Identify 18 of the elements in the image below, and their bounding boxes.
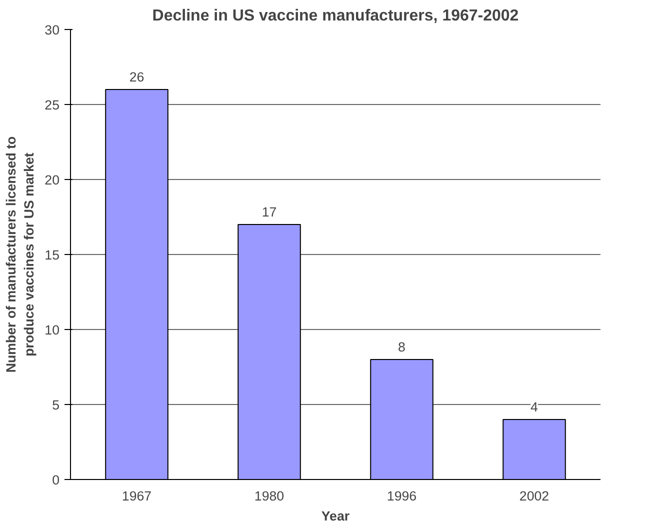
y-tick-label: 10: [44, 322, 60, 338]
data-label: 26: [129, 70, 144, 84]
y-tick-label: 20: [44, 172, 60, 188]
data-label: 17: [262, 204, 277, 220]
x-tick-label: 1996: [386, 488, 417, 504]
y-axis-title: Number of manufacturers licensed to produce vaccines for US market: [4, 136, 37, 373]
x-tick-label: 2002: [519, 488, 550, 504]
y-tick-label: 5: [52, 398, 60, 412]
data-label: 8: [398, 340, 406, 354]
chart-title: Decline in US vaccine manufacturers, 1967-2002: [152, 8, 519, 24]
x-tick-label: 1980: [254, 488, 284, 504]
x-axis-title: Year: [321, 508, 350, 524]
y-tick-label: 30: [44, 22, 60, 38]
y-tick-label: 25: [44, 98, 60, 112]
y-tick-label: 0: [52, 472, 60, 488]
data-label: 4: [530, 400, 539, 414]
x-tick-label: 1967: [122, 488, 152, 504]
y-tick-label: 15: [44, 248, 60, 262]
